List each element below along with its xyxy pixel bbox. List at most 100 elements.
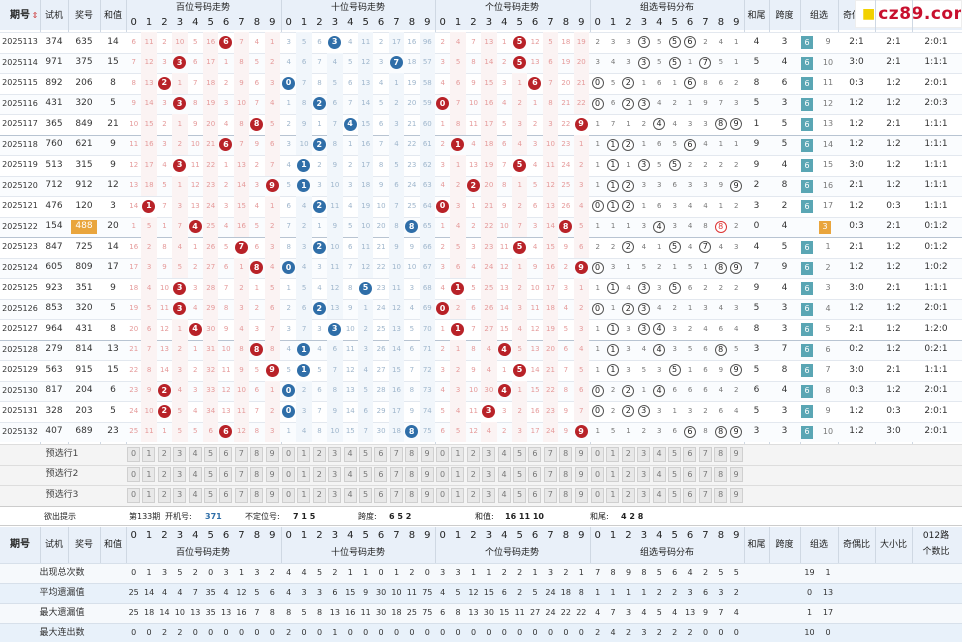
period-cell[interactable]: 2025132	[2, 426, 38, 436]
preselect-digit-button[interactable]: 3	[482, 467, 496, 482]
preselect-digit-button[interactable]: 0	[282, 467, 295, 482]
preselect-digit-button[interactable]: 2	[466, 446, 480, 462]
preselect-digit-button[interactable]: 7	[389, 446, 403, 462]
period-cell[interactable]: 2025118	[2, 139, 38, 149]
preselect-digit-button[interactable]: 9	[729, 467, 743, 482]
preselect-digit-button[interactable]: 6	[374, 446, 388, 462]
period-cell[interactable]: 2025117	[2, 119, 38, 129]
period-cell[interactable]: 2025127	[2, 324, 38, 334]
preselect-digit-button[interactable]: 8	[714, 446, 728, 462]
preselect-digit-button[interactable]: 5	[204, 487, 217, 503]
preselect-digit-button[interactable]: 8	[405, 487, 419, 503]
preselect-digit-button[interactable]: 2	[312, 446, 326, 462]
preselect-digit-button[interactable]: 1	[606, 446, 620, 462]
preselect-digit-button[interactable]: 7	[234, 487, 248, 503]
preselect-digit-button[interactable]: 5	[668, 467, 681, 482]
period-cell[interactable]: 2025113	[2, 37, 38, 47]
preselect-digit-button[interactable]: 9	[265, 487, 279, 503]
preselect-digit-button[interactable]: 0	[591, 467, 604, 482]
preselect-digit-button[interactable]: 9	[420, 446, 434, 462]
preselect-digit-button[interactable]: 2	[157, 446, 171, 462]
preselect-digit-button[interactable]: 0	[591, 487, 604, 503]
preselect-digit-button[interactable]: 9	[420, 487, 434, 503]
period-cell[interactable]: 2025114	[2, 57, 38, 67]
period-cell[interactable]: 2025125	[2, 283, 38, 293]
preselect-digit-button[interactable]: 7	[698, 487, 712, 503]
preselect-digit-button[interactable]: 8	[714, 467, 728, 482]
preselect-digit-button[interactable]: 1	[451, 467, 465, 482]
preselect-digit-button[interactable]: 5	[359, 446, 372, 462]
preselect-digit-button[interactable]: 2	[312, 487, 326, 503]
preselect-digit-button[interactable]: 3	[328, 467, 342, 482]
preselect-digit-button[interactable]: 1	[451, 487, 465, 503]
preselect-digit-button[interactable]: 4	[188, 487, 202, 503]
preselect-digit-button[interactable]: 5	[668, 446, 681, 462]
preselect-digit-button[interactable]: 8	[559, 487, 573, 503]
preselect-digit-button[interactable]: 4	[497, 467, 511, 482]
period-cell[interactable]: 2025130	[2, 385, 38, 395]
preselect-digit-button[interactable]: 9	[574, 446, 588, 462]
preselect-digit-button[interactable]: 0	[436, 467, 449, 482]
preselect-digit-button[interactable]: 5	[513, 446, 526, 462]
preselect-digit-button[interactable]: 6	[528, 446, 542, 462]
preselect-digit-button[interactable]: 7	[234, 467, 248, 482]
preselect-digit-button[interactable]: 9	[420, 467, 434, 482]
test-header[interactable]: 试机	[40, 2, 68, 30]
preselect-digit-button[interactable]: 5	[204, 467, 217, 482]
preselect-digit-button[interactable]: 1	[451, 446, 465, 462]
preselect-digit-button[interactable]: 1	[142, 446, 156, 462]
preselect-digit-button[interactable]: 1	[142, 487, 156, 503]
preselect-digit-button[interactable]: 5	[513, 467, 526, 482]
preselect-digit-button[interactable]: 3	[637, 467, 651, 482]
preselect-digit-button[interactable]: 3	[637, 446, 651, 462]
preselect-digit-button[interactable]: 0	[436, 487, 449, 503]
preselect-digit-button[interactable]: 0	[282, 487, 295, 503]
period-cell[interactable]: 2025115	[2, 78, 38, 88]
preselect-digit-button[interactable]: 6	[683, 446, 697, 462]
preselect-digit-button[interactable]: 3	[173, 446, 187, 462]
preselect-digit-button[interactable]: 7	[543, 487, 557, 503]
preselect-digit-button[interactable]: 1	[142, 467, 156, 482]
preselect-digit-button[interactable]: 1	[297, 446, 311, 462]
preselect-digit-button[interactable]: 2	[621, 487, 635, 503]
preselect-digit-button[interactable]: 6	[374, 487, 388, 503]
preselect-digit-button[interactable]: 2	[157, 467, 171, 482]
period-cell[interactable]: 2025119	[2, 160, 38, 170]
preselect-digit-button[interactable]: 8	[405, 467, 419, 482]
preselect-digit-button[interactable]: 9	[265, 446, 279, 462]
preselect-digit-button[interactable]: 3	[173, 467, 187, 482]
preselect-digit-button[interactable]: 4	[343, 446, 357, 462]
brand-logo[interactable]: ■cz89.com	[855, 0, 962, 28]
period-header[interactable]: 期号	[0, 2, 40, 30]
period-cell[interactable]: 2025121	[2, 201, 38, 211]
preselect-digit-button[interactable]: 8	[250, 487, 264, 503]
preselect-digit-button[interactable]: 0	[127, 446, 140, 462]
preselect-digit-button[interactable]: 5	[668, 487, 681, 503]
preselect-digit-button[interactable]: 0	[127, 487, 140, 503]
preselect-digit-button[interactable]: 8	[250, 467, 264, 482]
preselect-digit-button[interactable]: 6	[374, 467, 388, 482]
preselect-digit-button[interactable]: 2	[466, 467, 480, 482]
preselect-digit-button[interactable]: 7	[389, 467, 403, 482]
preselect-digit-button[interactable]: 9	[574, 467, 588, 482]
preselect-digit-button[interactable]: 6	[219, 446, 233, 462]
preselect-digit-button[interactable]: 1	[297, 487, 311, 503]
preselect-digit-button[interactable]: 6	[683, 487, 697, 503]
preselect-digit-button[interactable]: 4	[652, 467, 666, 482]
preselect-digit-button[interactable]: 1	[606, 487, 620, 503]
period-cell[interactable]: 2025120	[2, 180, 38, 190]
sum-header[interactable]: 和值	[100, 2, 126, 30]
preselect-digit-button[interactable]: 6	[528, 487, 542, 503]
preselect-digit-button[interactable]: 7	[698, 446, 712, 462]
preselect-digit-button[interactable]: 8	[405, 446, 419, 462]
period-cell[interactable]: 2025123	[2, 242, 38, 252]
preselect-digit-button[interactable]: 5	[359, 467, 372, 482]
preselect-digit-button[interactable]: 5	[204, 446, 217, 462]
preselect-digit-button[interactable]: 9	[574, 487, 588, 503]
preselect-digit-button[interactable]: 3	[482, 446, 496, 462]
preselect-digit-button[interactable]: 5	[513, 487, 526, 503]
preselect-digit-button[interactable]: 7	[698, 467, 712, 482]
preselect-digit-button[interactable]: 0	[591, 446, 604, 462]
period-cell[interactable]: 2025122	[2, 221, 38, 231]
preselect-digit-button[interactable]: 0	[282, 446, 295, 462]
